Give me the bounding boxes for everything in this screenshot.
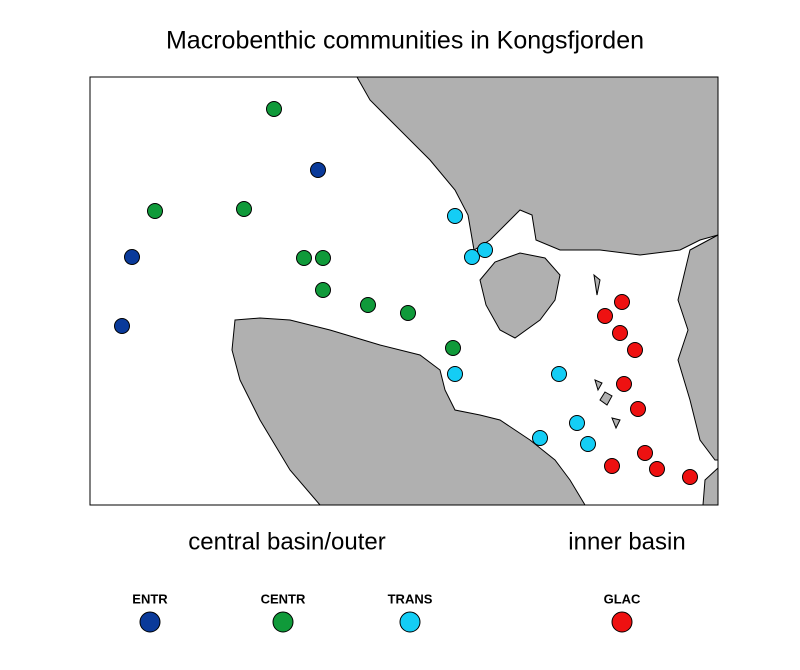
- station: [630, 401, 646, 417]
- station: [360, 297, 376, 313]
- region-label: inner basin: [568, 528, 685, 555]
- station: [124, 249, 140, 265]
- station: [400, 305, 416, 321]
- station: [649, 461, 665, 477]
- region-label: central basin/outer: [188, 528, 385, 555]
- station: [310, 162, 326, 178]
- land: [677, 234, 719, 461]
- station: [477, 242, 493, 258]
- station: [616, 376, 632, 392]
- islet: [594, 379, 603, 392]
- station: [147, 203, 163, 219]
- station: [637, 445, 653, 461]
- station: [532, 430, 548, 446]
- legend-swatch: [139, 611, 161, 633]
- islet: [611, 417, 621, 430]
- station: [315, 250, 331, 266]
- station: [627, 342, 643, 358]
- islet: [593, 273, 601, 296]
- legend-swatch: [272, 611, 294, 633]
- station: [114, 318, 130, 334]
- station: [266, 101, 282, 117]
- station: [445, 340, 461, 356]
- station: [315, 282, 331, 298]
- station: [464, 249, 480, 265]
- station: [447, 208, 463, 224]
- station: [614, 294, 630, 310]
- station: [612, 325, 628, 341]
- land: [356, 76, 719, 256]
- legend-label: CENTR: [261, 591, 306, 606]
- map-title: Macrobenthic communities in Kongsfjorden: [166, 27, 644, 55]
- station: [551, 366, 567, 382]
- legend: ENTR CENTR TRANS GLAC: [132, 591, 641, 633]
- station: [580, 436, 596, 452]
- legend-label: ENTR: [132, 591, 168, 606]
- map-frame: [89, 76, 719, 506]
- land: [231, 317, 586, 506]
- legend-label: GLAC: [604, 591, 641, 606]
- station: [236, 201, 252, 217]
- station: [569, 415, 585, 431]
- map: [89, 76, 719, 506]
- stations: [114, 101, 698, 485]
- station: [604, 458, 620, 474]
- station: [682, 469, 698, 485]
- legend-swatch: [399, 611, 421, 633]
- land: [479, 252, 561, 339]
- station: [296, 250, 312, 266]
- station: [447, 366, 463, 382]
- islet: [599, 391, 613, 406]
- station: [597, 308, 613, 324]
- legend-label: TRANS: [388, 591, 433, 606]
- legend-swatch: [611, 611, 633, 633]
